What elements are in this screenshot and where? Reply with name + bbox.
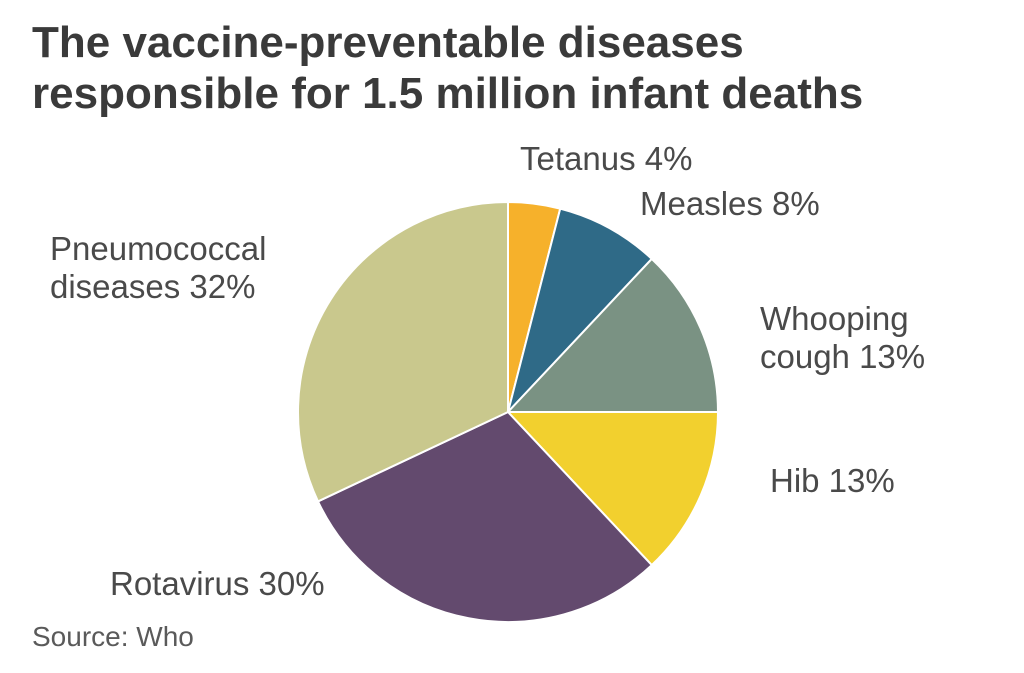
pie-chart: Tetanus 4% Measles 8% Whooping cough 13% Hi… [0,0,1024,673]
slice-label-pneumococcal-diseases: Pneumococcal diseases 32% [50,230,266,306]
infographic-container: The vaccine-preventable diseases respons… [0,0,1024,673]
chart-source: Source: Who [32,621,194,653]
slice-label-hib: Hib 13% [770,462,895,500]
slice-label-tetanus: Tetanus 4% [520,140,692,178]
slice-label-measles: Measles 8% [640,185,820,223]
slice-label-whooping-cough: Whooping cough 13% [760,300,925,376]
slice-label-rotavirus: Rotavirus 30% [110,565,325,603]
